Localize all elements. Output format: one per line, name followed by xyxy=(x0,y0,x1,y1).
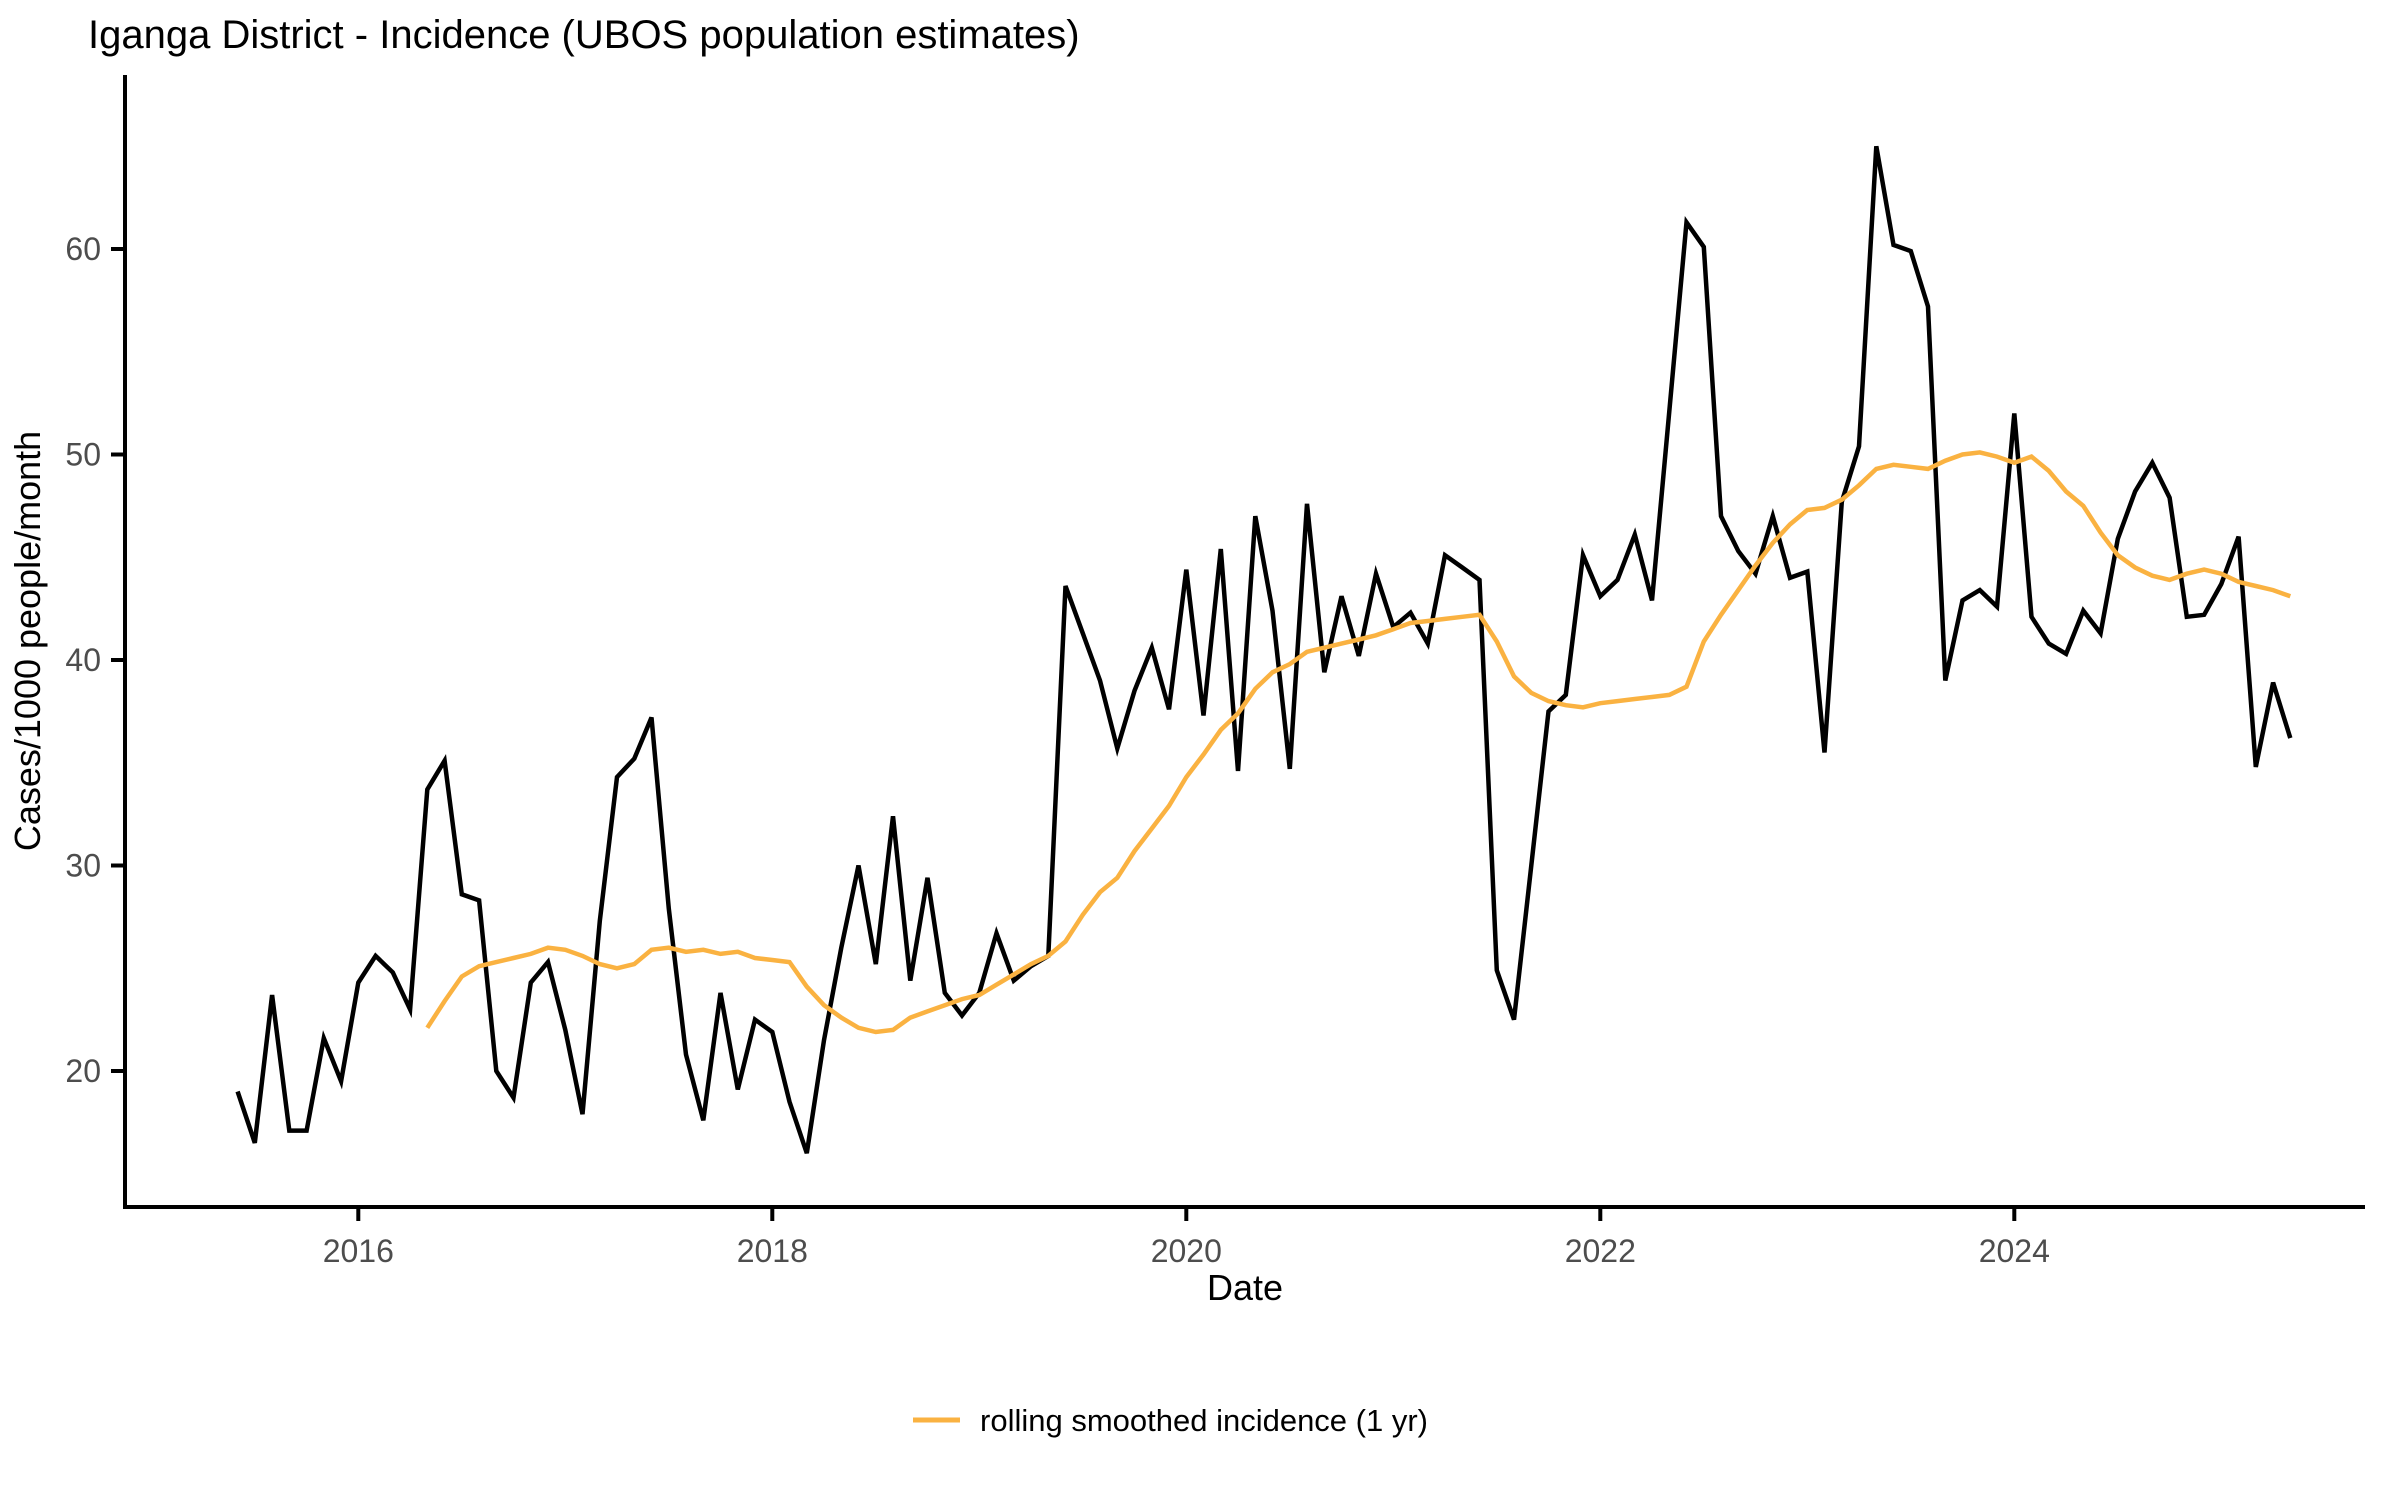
y-axis-label: Cases/1000 people/month xyxy=(7,431,48,851)
smoothed-line xyxy=(425,450,2292,1035)
axis-frame xyxy=(123,75,2365,1209)
y-tick-label: 60 xyxy=(65,231,101,267)
legend-label: rolling smoothed incidence (1 yr) xyxy=(980,1403,1428,1438)
x-tick-label: 2022 xyxy=(1565,1233,1636,1269)
y-tick-label: 50 xyxy=(65,437,101,473)
x-tick-label: 2016 xyxy=(323,1233,394,1269)
x-axis-label: Date xyxy=(1207,1267,1283,1308)
x-tick-label: 2018 xyxy=(737,1233,808,1269)
chart-title: Iganga District - Incidence (UBOS popula… xyxy=(88,13,1080,57)
x-tick-label: 2024 xyxy=(1979,1233,2050,1269)
y-tick-label: 30 xyxy=(65,848,101,884)
incidence-line xyxy=(235,145,2293,1154)
y-tick-label: 20 xyxy=(65,1053,101,1089)
legend: rolling smoothed incidence (1 yr) xyxy=(913,1403,1428,1438)
plot-area: 2016 2018 2020 2022 2024 20 30 40 50 60 xyxy=(65,75,2365,1269)
y-tick-label: 40 xyxy=(65,642,101,678)
x-tick-label: 2020 xyxy=(1151,1233,1222,1269)
